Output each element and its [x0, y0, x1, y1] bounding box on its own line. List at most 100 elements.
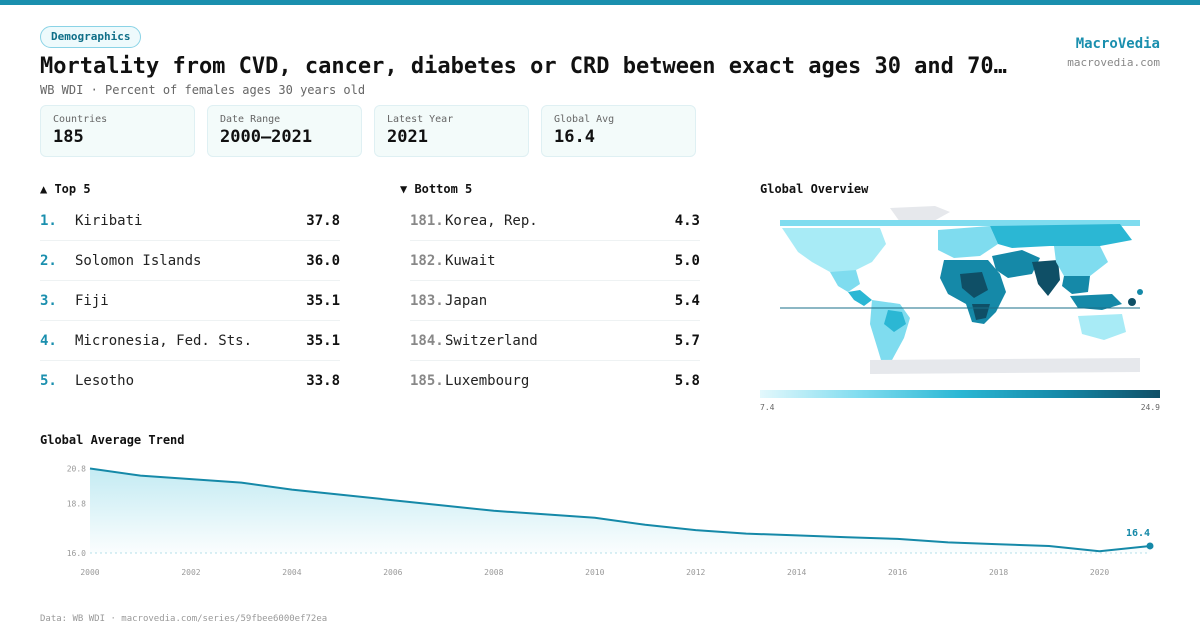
map-region[interactable]	[884, 310, 906, 332]
rank-number: 1.	[40, 212, 57, 229]
trend-point[interactable]	[794, 532, 800, 538]
list-item[interactable]: 2. Solomon Islands 36.0	[40, 241, 340, 281]
rank-number: 3.	[40, 292, 57, 309]
trend-point[interactable]	[390, 497, 396, 503]
trend-point[interactable]	[339, 492, 345, 498]
bottom5-list: 181. Korea, Rep. 4.3 182. Kuwait 5.0 183. Jap…	[410, 201, 700, 401]
trend-point[interactable]	[1046, 543, 1052, 549]
trend-point[interactable]	[289, 487, 295, 493]
trend-point[interactable]	[541, 511, 547, 517]
country-value: 5.7	[674, 332, 700, 349]
country-value: 36.0	[306, 252, 340, 269]
map-region[interactable]	[830, 270, 860, 292]
list-item[interactable]: 5. Lesotho 33.8	[40, 361, 340, 401]
stat-value: 2000–2021	[220, 127, 313, 147]
trend-point[interactable]	[491, 508, 497, 514]
trend-point[interactable]	[844, 534, 850, 540]
list-item[interactable]: 181. Korea, Rep. 4.3	[410, 201, 700, 241]
map-region[interactable]	[960, 272, 988, 298]
x-tick-label: 2016	[888, 568, 907, 577]
rank-number: 2.	[40, 252, 57, 269]
legend-max-label: 24.9	[1140, 403, 1160, 412]
map-region[interactable]	[1070, 294, 1122, 310]
trend-point[interactable]	[693, 527, 699, 533]
trend-heading: Global Average Trend	[40, 433, 185, 447]
country-value: 4.3	[674, 212, 700, 229]
map-region[interactable]	[1078, 314, 1126, 340]
trend-point[interactable]	[238, 480, 244, 486]
map-region[interactable]	[1054, 246, 1108, 276]
trend-point[interactable]	[440, 502, 446, 508]
world-choropleth-map[interactable]	[760, 200, 1160, 380]
stat-label: Global Avg	[554, 114, 615, 125]
country-name: Fiji	[75, 292, 109, 309]
trend-point[interactable]	[895, 536, 901, 542]
stat-label: Latest Year	[387, 114, 454, 125]
x-tick-label: 2010	[585, 568, 604, 577]
country-value: 35.1	[306, 292, 340, 309]
y-tick-label: 20.8	[67, 465, 86, 474]
x-tick-label: 2006	[383, 568, 402, 577]
map-region[interactable]	[1137, 289, 1143, 295]
trend-last-point[interactable]	[1146, 542, 1154, 550]
map-region[interactable]	[782, 228, 886, 276]
list-item[interactable]: 183. Japan 5.4	[410, 281, 700, 321]
map-region[interactable]	[1032, 260, 1060, 296]
list-item[interactable]: 185. Luxembourg 5.8	[410, 361, 700, 401]
country-value: 37.8	[306, 212, 340, 229]
map-region[interactable]	[848, 290, 872, 306]
trend-point[interactable]	[592, 515, 598, 521]
x-tick-label: 2020	[1090, 568, 1109, 577]
trend-line	[89, 467, 1151, 553]
country-value: 5.8	[674, 373, 700, 389]
map-region[interactable]	[992, 250, 1040, 278]
y-tick-label: 16.0	[67, 549, 86, 558]
trend-point[interactable]	[743, 531, 749, 537]
country-name: Kuwait	[445, 252, 496, 269]
map-region[interactable]	[990, 224, 1132, 248]
brand-url[interactable]: macrovedia.com	[1067, 56, 1160, 69]
country-name: Switzerland	[445, 332, 538, 349]
map-region[interactable]	[938, 226, 998, 258]
list-item[interactable]: 4. Micronesia, Fed. Sts. 35.1	[40, 321, 340, 361]
stat-card-countries: Countries 185	[40, 105, 195, 157]
brand-logo[interactable]: MacroVedia	[1075, 36, 1160, 52]
trend-chart: 16.0 18.8 20.8 2000 2002 2004 2006 2008 2010 2012…	[40, 455, 1160, 589]
trend-point[interactable]	[1097, 548, 1103, 554]
trend-point[interactable]	[137, 473, 143, 479]
stat-card-latest-year: Latest Year 2021	[374, 105, 529, 157]
list-item[interactable]: 3. Fiji 35.1	[40, 281, 340, 321]
rank-number: 184.	[410, 332, 444, 349]
x-tick-label: 2018	[989, 568, 1008, 577]
y-tick-label: 18.8	[67, 500, 86, 509]
trend-point[interactable]	[945, 539, 951, 545]
trend-point[interactable]	[642, 522, 648, 528]
country-name: Japan	[445, 292, 488, 309]
world-map-svg	[780, 206, 1143, 374]
trend-point[interactable]	[996, 541, 1002, 547]
rank-number: 185.	[410, 373, 444, 389]
stat-value: 16.4	[554, 127, 595, 147]
category-tag[interactable]: Demographics	[40, 26, 142, 48]
list-item[interactable]: 182. Kuwait 5.0	[410, 241, 700, 281]
country-value: 5.0	[674, 252, 700, 269]
map-region[interactable]	[1062, 276, 1090, 294]
country-value: 5.4	[674, 292, 700, 309]
map-region[interactable]	[780, 220, 1140, 226]
x-tick-label: 2012	[686, 568, 705, 577]
map-region[interactable]	[1128, 298, 1136, 306]
top5-heading: ▲ Top 5	[40, 182, 91, 196]
trend-point[interactable]	[188, 476, 194, 482]
list-item[interactable]: 1. Kiribati 37.8	[40, 201, 340, 241]
top-accent-bar	[0, 0, 1200, 5]
map-region[interactable]	[890, 206, 950, 222]
x-tick-label: 2014	[787, 568, 806, 577]
list-item[interactable]: 184. Switzerland 5.7	[410, 321, 700, 361]
trend-chart-svg: 16.0 18.8 20.8 2000 2002 2004 2006 2008 2010 2012…	[67, 465, 1154, 577]
rank-number: 5.	[40, 373, 57, 389]
rank-number: 181.	[410, 212, 444, 229]
map-region[interactable]	[870, 358, 1140, 374]
trend-point[interactable]	[87, 466, 93, 472]
x-tick-label: 2008	[484, 568, 503, 577]
country-name: Kiribati	[75, 212, 143, 229]
